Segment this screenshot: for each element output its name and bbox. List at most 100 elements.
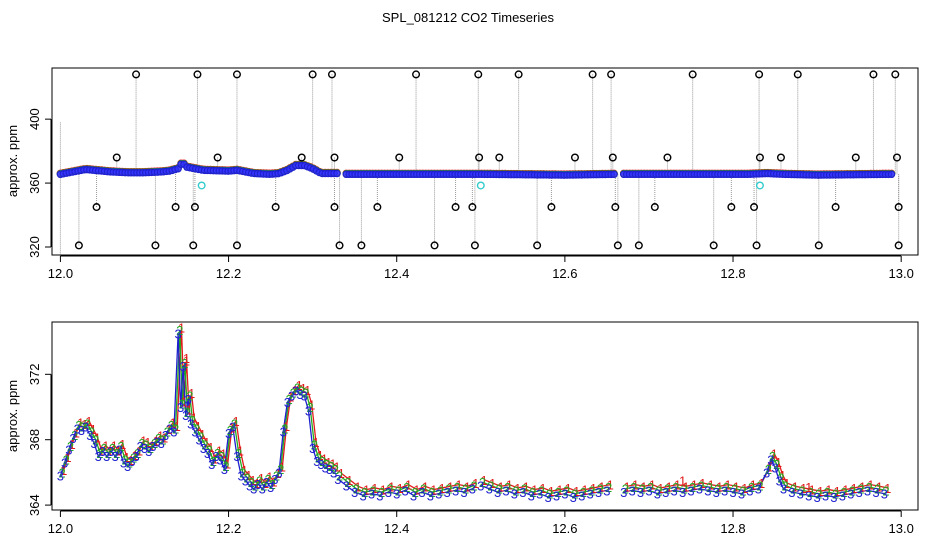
- top-raw-point: [193, 70, 202, 79]
- bottom-series-label-1: 1: [174, 419, 181, 434]
- bottom-series-label-3: 3: [177, 400, 184, 415]
- bottom-series-label-3: 3: [116, 443, 123, 458]
- top-raw-point: [514, 70, 523, 79]
- bottom-series-label-3: 3: [603, 483, 610, 498]
- bottom-series-label-3: 3: [292, 384, 299, 399]
- bottom-series-label-2: 2: [184, 405, 191, 420]
- bottom-series-label-1: 1: [132, 448, 139, 463]
- bottom-series-label-2: 2: [248, 475, 255, 490]
- bottom-series-label-3: 3: [246, 478, 253, 493]
- bottom-series-label-3: 3: [881, 487, 888, 502]
- bottom-series-label-3: 3: [578, 488, 585, 503]
- bottom-series-label-3: 3: [687, 483, 694, 498]
- top-baseline-point-3: [887, 170, 896, 179]
- top-x-tick-label: 12.6: [552, 266, 577, 281]
- bottom-series-line-2: [339, 475, 475, 493]
- bottom-series-label-3: 3: [65, 443, 72, 458]
- chart-title: SPL_081212 CO2 Timeseries: [382, 10, 554, 25]
- bottom-series-label-3: 3: [191, 425, 198, 440]
- bottom-series-label-2: 2: [239, 465, 246, 480]
- bottom-series-label-2: 2: [807, 485, 814, 500]
- bottom-series-label-3: 3: [225, 426, 232, 441]
- bottom-series-label-1: 1: [224, 456, 231, 471]
- bottom-series-label-1: 1: [825, 483, 832, 498]
- bottom-series-label-1: 1: [679, 474, 686, 489]
- bottom-series-label-3: 3: [221, 462, 228, 477]
- top-raw-point: [132, 70, 141, 79]
- bottom-series-label-3: 3: [393, 487, 400, 502]
- top-raw-point: [151, 241, 160, 250]
- top-raw-point: [430, 241, 439, 250]
- bottom-series-label-1: 1: [216, 443, 223, 458]
- bottom-series-label-3: 3: [132, 449, 139, 464]
- bottom-series-label-3: 3: [359, 488, 366, 503]
- top-raw-point: [750, 203, 759, 212]
- bottom-series-label-2: 2: [504, 480, 511, 495]
- bottom-series-label-2: 2: [571, 487, 578, 502]
- bottom-series-label-2: 2: [769, 449, 776, 464]
- bottom-series-label-1: 1: [481, 473, 488, 488]
- top-raw-point: [92, 203, 101, 212]
- bottom-series-label-3: 3: [326, 462, 333, 477]
- bottom-series-label-3: 3: [662, 485, 669, 500]
- bottom-series-label-2: 2: [798, 483, 805, 498]
- bottom-series-label-2: 2: [723, 480, 730, 495]
- bottom-series-label-1: 1: [266, 469, 273, 484]
- bottom-series-label-2: 2: [521, 482, 528, 497]
- bottom-series-label-2: 2: [630, 480, 637, 495]
- bottom-series-label-3: 3: [187, 416, 194, 431]
- bottom-series-label-1: 1: [317, 448, 324, 463]
- bottom-series-label-3: 3: [452, 483, 459, 498]
- bottom-series-label-3: 3: [229, 420, 236, 435]
- bottom-series-label-2: 2: [605, 480, 612, 495]
- bottom-series-label-3: 3: [95, 449, 102, 464]
- bottom-series-label-1: 1: [140, 434, 147, 449]
- bottom-series-label-2: 2: [714, 482, 721, 497]
- bottom-series-label-3: 3: [250, 482, 257, 497]
- bottom-series-label-2: 2: [428, 485, 435, 500]
- bottom-series-label-1: 1: [657, 481, 664, 496]
- bottom-series-label-3: 3: [254, 477, 261, 492]
- bottom-series-label-3: 3: [376, 488, 383, 503]
- bottom-series-label-3: 3: [185, 392, 192, 407]
- bottom-series-label-1: 1: [766, 460, 773, 475]
- bottom-series-label-1: 1: [598, 479, 605, 494]
- bottom-series-label-3: 3: [713, 485, 720, 500]
- bottom-series-label-3: 3: [738, 487, 745, 502]
- top-raw-point: [327, 70, 336, 79]
- top-raw-point: [727, 203, 736, 212]
- bottom-series-label-1: 1: [346, 473, 353, 488]
- bottom-series-label-2: 2: [84, 416, 91, 431]
- bottom-series-label-3: 3: [385, 485, 392, 500]
- bottom-series-label-3: 3: [174, 326, 181, 341]
- bottom-series-label-1: 1: [439, 481, 446, 496]
- top-raw-point: [709, 241, 718, 250]
- bottom-series-label-2: 2: [874, 482, 881, 497]
- bottom-series-label-1: 1: [363, 483, 370, 498]
- bottom-series-label-1: 1: [640, 479, 647, 494]
- top-x-axis: 12.0 12.2 12.4 12.6 12.8 13.0: [48, 255, 914, 281]
- bottom-series-label-3: 3: [671, 483, 678, 498]
- bottom-series-label-1: 1: [249, 473, 256, 488]
- bottom-series-label-3: 3: [435, 487, 442, 502]
- bottom-series-label-3: 3: [158, 436, 165, 451]
- bottom-series-label-1: 1: [430, 483, 437, 498]
- bottom-series-label-1: 1: [859, 479, 866, 494]
- bottom-series-label-2: 2: [731, 482, 738, 497]
- bottom-series-label-1: 1: [506, 478, 513, 493]
- bottom-series-label-2: 2: [243, 470, 250, 485]
- bottom-clipped-layer: 1111111111111111111111111111111111111111…: [57, 322, 892, 505]
- bottom-series-label-3: 3: [149, 439, 156, 454]
- bottom-series-label-1: 1: [115, 443, 122, 458]
- bottom-series-label-1: 1: [304, 383, 311, 398]
- bottom-series-label-2: 2: [882, 483, 889, 498]
- bottom-series-label-3: 3: [864, 483, 871, 498]
- bottom-series-label-2: 2: [235, 446, 242, 461]
- bottom-series-label-1: 1: [590, 481, 597, 496]
- top-raw-point: [335, 241, 344, 250]
- bottom-series-label-3: 3: [170, 425, 177, 440]
- bottom-series-label-2: 2: [101, 441, 108, 456]
- bottom-y-tick-label: 372: [27, 363, 42, 385]
- bottom-series-label-3: 3: [418, 485, 425, 500]
- bottom-series-label-3: 3: [654, 487, 661, 502]
